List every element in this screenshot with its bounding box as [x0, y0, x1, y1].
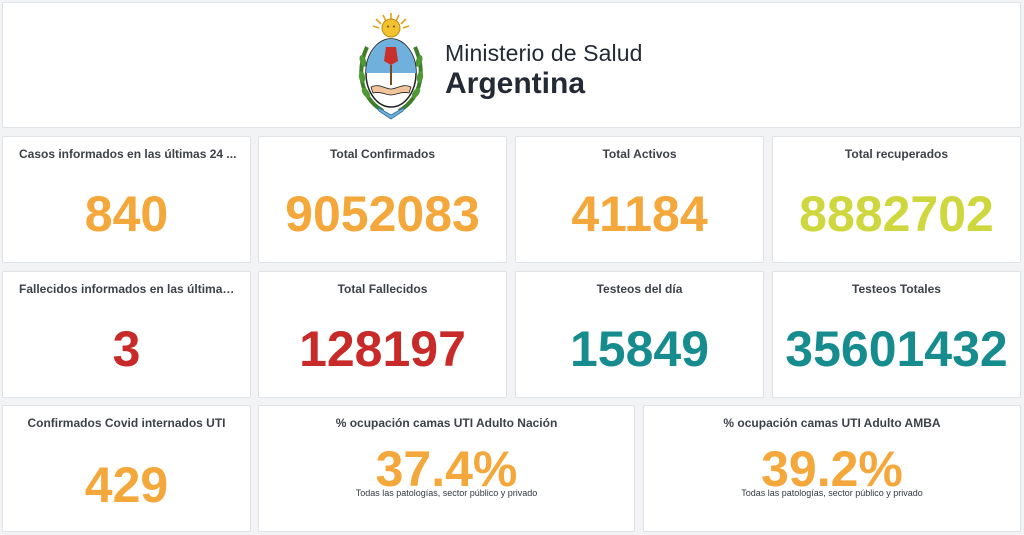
ministry-line1: Ministerio de Salud: [445, 40, 643, 66]
card-total-confirmados: Total Confirmados 9052083: [258, 136, 507, 263]
card-uti-amba: % ocupación camas UTI Adulto AMBA 39.2% …: [643, 405, 1021, 532]
ministry-line2: Argentina: [445, 67, 586, 100]
ministry-name: Ministerio de Salud Argentina: [445, 39, 643, 101]
card-fallecidos-24h: Fallecidos informados en las últimas ...…: [2, 271, 251, 398]
card-title: Testeos del día: [596, 282, 683, 296]
card-value: 39.2%: [761, 441, 903, 497]
card-value: 128197: [299, 321, 466, 377]
card-total-fallecidos: Total Fallecidos 128197: [258, 271, 507, 398]
card-title: % ocupación camas UTI Adulto Nación: [335, 416, 558, 430]
card-value: 35601432: [785, 321, 1008, 377]
card-value: 840: [84, 186, 169, 242]
card-title: Confirmados Covid internados UTI: [27, 416, 226, 430]
card-note: Todas las patologías, sector público y p…: [355, 488, 538, 498]
card-title: Casos informados en las últimas 24 ...: [19, 147, 237, 161]
card-testeos-totales: Testeos Totales 35601432: [772, 271, 1021, 398]
card-casos-24h: Casos informados en las últimas 24 ... 8…: [2, 136, 251, 263]
card-total-activos: Total Activos 41184: [515, 136, 764, 263]
card-internados-uti: Confirmados Covid internados UTI 429: [2, 405, 251, 532]
card-value: 41184: [571, 186, 708, 242]
card-testeos-dia: Testeos del día 15849: [515, 271, 764, 398]
card-title: Total recuperados: [844, 147, 949, 161]
card-total-recuperados: Total recuperados 8882702: [772, 136, 1021, 263]
card-title: Testeos Totales: [852, 282, 941, 296]
header-panel: Ministerio de Salud Argentina: [2, 2, 1021, 128]
card-title: Fallecidos informados en las últimas ...: [19, 282, 240, 296]
card-value: 3: [112, 321, 141, 377]
card-value: 37.4%: [375, 441, 518, 497]
card-note: Todas las patologías, sector público y p…: [741, 488, 923, 498]
card-title: % ocupación camas UTI Adulto AMBA: [723, 416, 941, 430]
card-value: 15849: [569, 321, 710, 377]
coat-of-arms-logo: [353, 11, 429, 123]
card-uti-nacion: % ocupación camas UTI Adulto Nación 37.4…: [258, 405, 635, 532]
card-title: Total Activos: [602, 147, 677, 161]
card-value: 9052083: [285, 186, 480, 242]
card-title: Total Fallecidos: [337, 282, 428, 296]
card-title: Total Confirmados: [329, 147, 436, 161]
card-value: 429: [84, 457, 169, 513]
card-value: 8882702: [799, 186, 994, 242]
